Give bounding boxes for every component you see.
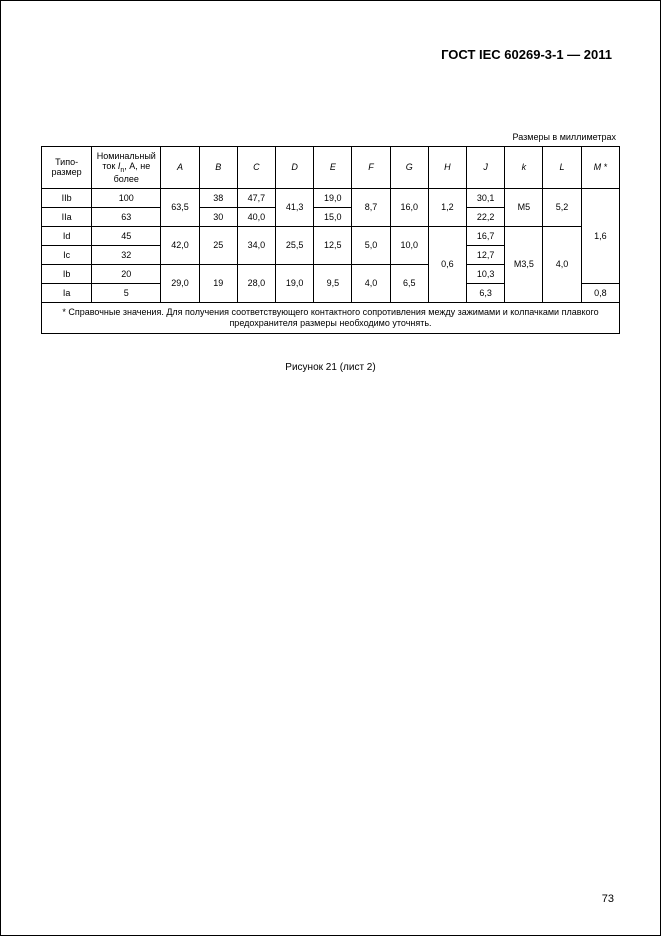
cell-J: 6,3 — [467, 283, 505, 302]
cell-tipo: Ia — [42, 283, 92, 302]
cell-J: 22,2 — [467, 207, 505, 226]
page-number: 73 — [602, 893, 614, 905]
cell-J: 10,3 — [467, 264, 505, 283]
table-footnote: * Справочные значения. Для получения соо… — [42, 302, 620, 334]
cell-J: 16,7 — [467, 226, 505, 245]
col-L: L — [543, 147, 581, 189]
cell-M: 0,8 — [581, 283, 619, 302]
document-header: ГОСТ IEC 60269-3-1 — 2011 — [41, 47, 620, 62]
cell-E: 19,0 — [314, 188, 352, 207]
cell-G: 6,5 — [390, 264, 428, 302]
table-row: Id 45 42,0 25 34,0 25,5 12,5 5,0 10,0 0,… — [42, 226, 620, 245]
cell-D: 19,0 — [276, 264, 314, 302]
cell-B: 25 — [199, 226, 237, 264]
cell-E: 9,5 — [314, 264, 352, 302]
cell-nom: 20 — [92, 264, 161, 283]
cell-nom: 100 — [92, 188, 161, 207]
cell-C: 40,0 — [237, 207, 275, 226]
cell-nom: 63 — [92, 207, 161, 226]
cell-B: 30 — [199, 207, 237, 226]
cell-A: 29,0 — [161, 264, 199, 302]
cell-D: 41,3 — [276, 188, 314, 226]
cell-C: 34,0 — [237, 226, 275, 264]
cell-nom: 45 — [92, 226, 161, 245]
col-C: C — [237, 147, 275, 189]
page: ГОСТ IEC 60269-3-1 — 2011 Размеры в милл… — [0, 0, 661, 936]
cell-B: 19 — [199, 264, 237, 302]
cell-J: 30,1 — [467, 188, 505, 207]
cell-H: 0,6 — [428, 226, 466, 302]
cell-E: 12,5 — [314, 226, 352, 264]
cell-G: 16,0 — [390, 188, 428, 226]
col-nominal: Номинальный ток In, А, не более — [92, 147, 161, 189]
col-B: B — [199, 147, 237, 189]
col-k: k — [505, 147, 543, 189]
col-G: G — [390, 147, 428, 189]
cell-J: 12,7 — [467, 245, 505, 264]
cell-A: 63,5 — [161, 188, 199, 226]
cell-k: М5 — [505, 188, 543, 226]
cell-E: 15,0 — [314, 207, 352, 226]
cell-F: 5,0 — [352, 226, 390, 264]
cell-nom: 5 — [92, 283, 161, 302]
col-H: H — [428, 147, 466, 189]
standard-title: ГОСТ IEC 60269-3-1 — 2011 — [441, 47, 612, 62]
table-footnote-row: * Справочные значения. Для получения соо… — [42, 302, 620, 334]
cell-G: 10,0 — [390, 226, 428, 264]
cell-M: 1,6 — [581, 188, 619, 283]
cell-F: 4,0 — [352, 264, 390, 302]
col-E: E — [314, 147, 352, 189]
cell-nom: 32 — [92, 245, 161, 264]
cell-tipo: Ic — [42, 245, 92, 264]
cell-L: 5,2 — [543, 188, 581, 226]
cell-C: 28,0 — [237, 264, 275, 302]
cell-H: 1,2 — [428, 188, 466, 226]
col-tipo: Типо- размер — [42, 147, 92, 189]
figure-caption: Рисунок 21 (лист 2) — [41, 362, 620, 373]
col-M: M * — [581, 147, 619, 189]
table-row: IIb 100 63,5 38 47,7 41,3 19,0 8,7 16,0 … — [42, 188, 620, 207]
cell-F: 8,7 — [352, 188, 390, 226]
col-F: F — [352, 147, 390, 189]
cell-B: 38 — [199, 188, 237, 207]
dimensions-table: Типо- размер Номинальный ток In, А, не б… — [41, 146, 620, 334]
col-J: J — [467, 147, 505, 189]
col-D: D — [276, 147, 314, 189]
col-A: A — [161, 147, 199, 189]
units-label: Размеры в миллиметрах — [41, 132, 620, 142]
cell-tipo: IIa — [42, 207, 92, 226]
cell-tipo: IIb — [42, 188, 92, 207]
cell-k: М3,5 — [505, 226, 543, 302]
cell-C: 47,7 — [237, 188, 275, 207]
cell-D: 25,5 — [276, 226, 314, 264]
cell-A: 42,0 — [161, 226, 199, 264]
cell-L: 4,0 — [543, 226, 581, 302]
table-header-row: Типо- размер Номинальный ток In, А, не б… — [42, 147, 620, 189]
cell-tipo: Ib — [42, 264, 92, 283]
cell-tipo: Id — [42, 226, 92, 245]
